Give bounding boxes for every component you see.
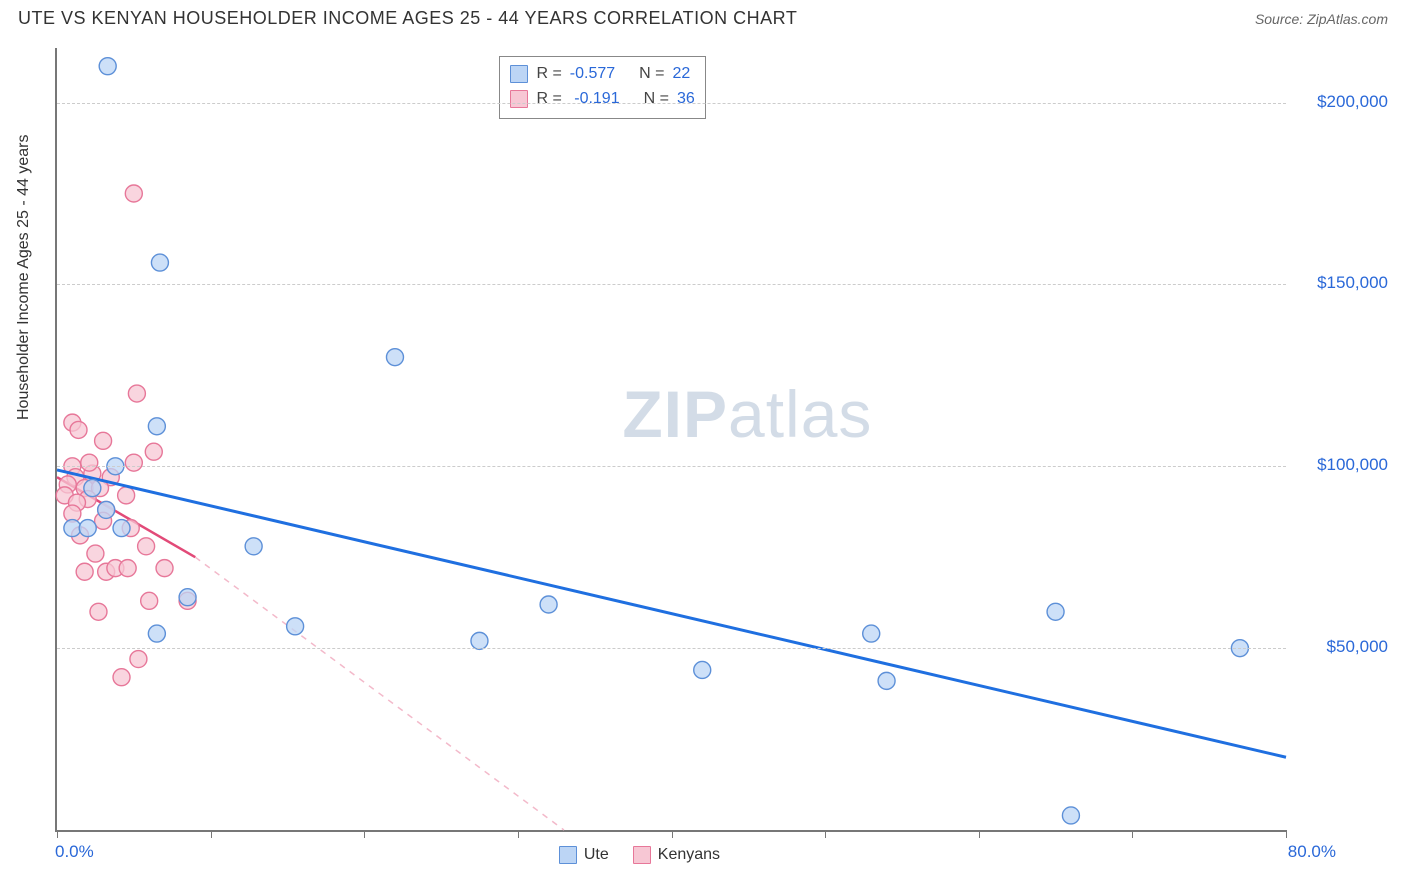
kenyans-point	[141, 592, 158, 609]
y-tick-label: $50,000	[1327, 637, 1388, 657]
scatter-plot-svg	[57, 48, 1286, 830]
ute-point	[1062, 807, 1079, 824]
ute-point	[863, 625, 880, 642]
gridline	[57, 648, 1286, 649]
kenyans-point	[128, 385, 145, 402]
x-tick	[825, 830, 826, 838]
y-tick-label: $200,000	[1317, 92, 1388, 112]
ute-point	[287, 618, 304, 635]
y-axis-label: Householder Income Ages 25 - 44 years	[15, 135, 33, 421]
legend-item-kenyans: Kenyans	[633, 846, 720, 864]
ute-point	[64, 520, 81, 537]
x-tick	[364, 830, 365, 838]
x-tick	[518, 830, 519, 838]
ute-point	[84, 480, 101, 497]
ute-point	[471, 632, 488, 649]
kenyans-point	[156, 560, 173, 577]
gridline	[57, 103, 1286, 104]
ute-point	[79, 520, 96, 537]
ute-point	[386, 349, 403, 366]
x-tick	[672, 830, 673, 838]
x-tick	[979, 830, 980, 838]
ute-point	[98, 501, 115, 518]
chart-plot-area: ZIPatlas R = -0.577 N = 22 R = -0.191 N …	[55, 48, 1286, 832]
ute-trendline	[57, 470, 1286, 757]
ute-point	[113, 520, 130, 537]
gridline	[57, 466, 1286, 467]
x-tick	[1286, 830, 1287, 838]
legend-label-kenyans: Kenyans	[658, 846, 720, 864]
x-tick-label-min: 0.0%	[55, 842, 94, 862]
kenyans-point	[70, 421, 87, 438]
x-tick	[211, 830, 212, 838]
kenyans-point	[125, 454, 142, 471]
x-tick	[1132, 830, 1133, 838]
ute-point	[99, 58, 116, 75]
swatch-kenyans-icon	[633, 846, 651, 864]
source-label: Source: ZipAtlas.com	[1255, 11, 1388, 27]
ute-point	[245, 538, 262, 555]
series-legend: Ute Kenyans	[559, 846, 720, 864]
ute-point	[148, 625, 165, 642]
kenyans-point	[138, 538, 155, 555]
ute-point	[151, 254, 168, 271]
y-tick-label: $150,000	[1317, 273, 1388, 293]
kenyans-point	[95, 432, 112, 449]
legend-item-ute: Ute	[559, 846, 609, 864]
swatch-ute-icon	[559, 846, 577, 864]
kenyans-point	[118, 487, 135, 504]
x-tick	[57, 830, 58, 838]
ute-point	[148, 418, 165, 435]
kenyans-point	[87, 545, 104, 562]
ute-point	[878, 672, 895, 689]
legend-label-ute: Ute	[584, 846, 609, 864]
x-tick-label-max: 80.0%	[1288, 842, 1336, 862]
kenyans-point	[76, 563, 93, 580]
y-tick-label: $100,000	[1317, 455, 1388, 475]
chart-title: UTE VS KENYAN HOUSEHOLDER INCOME AGES 25…	[18, 8, 797, 29]
kenyans-trendline-extrapolated	[195, 557, 564, 830]
kenyans-point	[130, 651, 147, 668]
kenyans-point	[125, 185, 142, 202]
kenyans-point	[119, 560, 136, 577]
ute-point	[694, 661, 711, 678]
kenyans-point	[113, 669, 130, 686]
kenyans-point	[90, 603, 107, 620]
ute-point	[1047, 603, 1064, 620]
kenyans-point	[81, 454, 98, 471]
gridline	[57, 284, 1286, 285]
ute-point	[179, 589, 196, 606]
kenyans-point	[145, 443, 162, 460]
ute-point	[540, 596, 557, 613]
